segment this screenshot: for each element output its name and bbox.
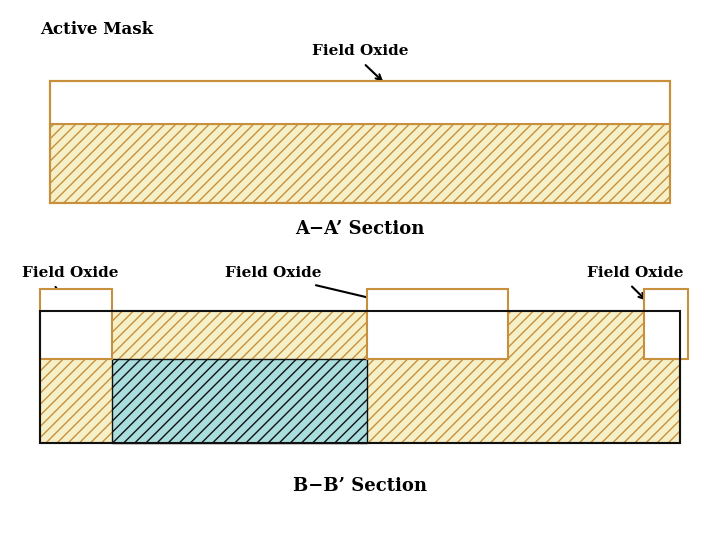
Bar xyxy=(40,310,680,443)
Text: Active Mask: Active Mask xyxy=(40,21,154,38)
Bar xyxy=(40,310,680,443)
Bar xyxy=(367,289,508,359)
Bar xyxy=(50,124,670,202)
Text: Field Oxide: Field Oxide xyxy=(225,266,322,280)
Text: Field Oxide: Field Oxide xyxy=(22,266,118,280)
Text: A−A’ Section: A−A’ Section xyxy=(295,220,425,239)
Text: Field Oxide: Field Oxide xyxy=(312,44,408,58)
Bar xyxy=(40,289,112,359)
Bar xyxy=(644,289,688,359)
Text: Field Oxide: Field Oxide xyxy=(587,266,683,280)
Text: B−B’ Section: B−B’ Section xyxy=(293,477,427,495)
Bar xyxy=(112,359,367,443)
Bar xyxy=(50,81,670,202)
Bar xyxy=(50,81,670,124)
